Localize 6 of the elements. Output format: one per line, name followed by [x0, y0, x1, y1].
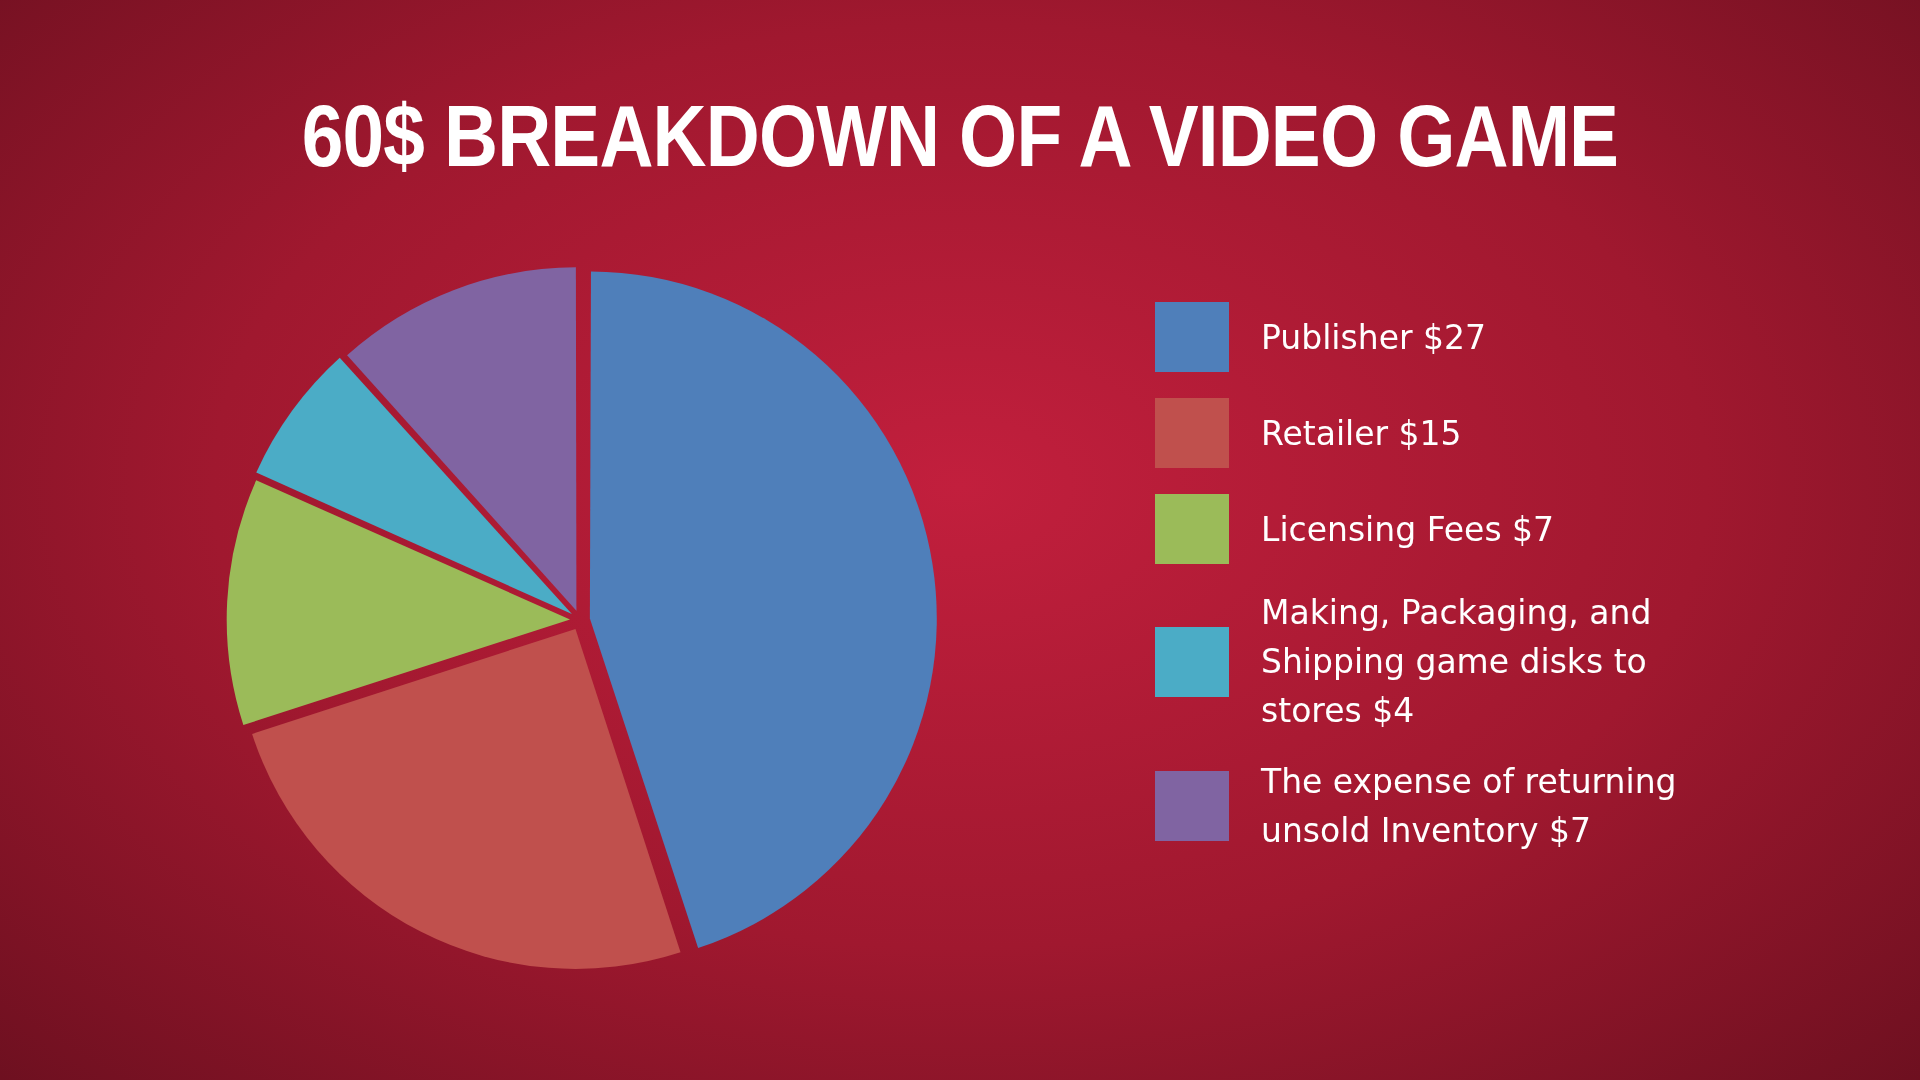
legend-label: Retailer $15 [1261, 412, 1463, 455]
legend-label: Making, Packaging, and Shipping game disks to stores $4 [1261, 592, 1653, 732]
legend-label: Publisher $27 [1261, 316, 1487, 359]
chart-title: 60$ BREAKDOWN OF A VIDEO GAME [300, 85, 1620, 187]
legend-label: The expense of returning unsold Inventory $7 [1261, 761, 1678, 852]
legend-label: Licensing Fees $7 [1261, 508, 1556, 551]
